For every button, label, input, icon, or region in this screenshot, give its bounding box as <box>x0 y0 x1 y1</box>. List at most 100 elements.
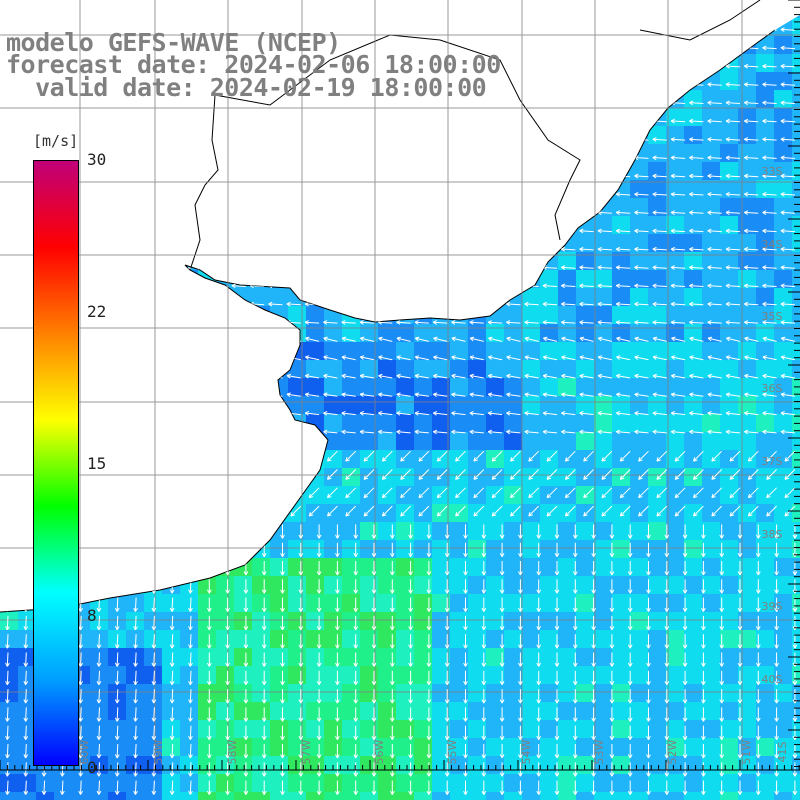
speed-cell <box>666 126 684 144</box>
speed-cell <box>702 90 720 108</box>
speed-cell <box>558 558 576 576</box>
speed-cell <box>486 684 504 702</box>
wind-arrow <box>689 102 704 104</box>
speed-cell <box>684 630 702 648</box>
speed-cell <box>396 414 414 432</box>
speed-cell <box>594 558 612 576</box>
speed-cell <box>576 630 594 648</box>
speed-cell <box>216 702 234 720</box>
speed-cell <box>666 234 684 252</box>
wind-arrow <box>305 356 320 361</box>
wind-arrow-head <box>652 301 657 305</box>
wind-arrow-head <box>524 356 529 360</box>
speed-cell <box>558 774 576 792</box>
wind-arrow <box>762 356 777 361</box>
speed-cell <box>774 792 792 800</box>
wind-arrow-head <box>762 193 767 197</box>
speed-cell <box>486 558 504 576</box>
wind-arrow-head <box>616 373 621 377</box>
speed-cell <box>126 738 144 756</box>
speed-cell <box>324 486 342 504</box>
speed-cell <box>720 702 738 720</box>
speed-cell <box>612 288 630 306</box>
wind-arrow-head <box>615 303 620 307</box>
wind-arrow-head <box>286 303 291 307</box>
speed-cell <box>666 630 684 648</box>
wind-arrow <box>780 47 795 50</box>
speed-cell <box>288 558 306 576</box>
speed-cell <box>342 738 360 756</box>
speed-cell <box>378 342 396 360</box>
wind-arrow-head <box>524 336 530 339</box>
speed-cell <box>792 738 800 756</box>
speed-cell <box>504 414 522 432</box>
wind-arrow <box>634 321 649 324</box>
wind-arrow-head <box>725 82 730 85</box>
wind-arrow-head <box>487 320 492 323</box>
wind-arrow-head <box>579 392 584 395</box>
wind-arrow-head <box>652 191 657 195</box>
wind-arrow-head <box>616 356 620 360</box>
speed-cell <box>504 576 522 594</box>
speed-cell <box>414 432 432 450</box>
wind-arrow-head <box>433 320 438 323</box>
wind-arrow-head <box>670 266 675 270</box>
wind-arrow-head <box>634 230 639 234</box>
speed-cell <box>450 396 468 414</box>
wind-arrow-head <box>378 355 383 358</box>
wind-arrow-head <box>378 336 383 339</box>
speed-cell <box>738 792 756 800</box>
speed-cell <box>450 342 468 360</box>
speed-cell <box>612 630 630 648</box>
wind-arrow-head <box>780 246 785 250</box>
speed-cell <box>486 738 504 756</box>
wind-arrow <box>616 321 631 324</box>
speed-cell <box>270 288 288 306</box>
wind-arrow-head <box>451 375 456 379</box>
wind-arrow <box>433 337 448 342</box>
speed-cell <box>0 666 18 684</box>
wind-arrow-head <box>762 336 767 339</box>
wind-arrow <box>744 211 759 214</box>
speed-cell <box>180 738 198 756</box>
speed-cell <box>576 522 594 540</box>
wind-arrow <box>597 321 612 324</box>
speed-cell <box>738 414 756 432</box>
speed-cell <box>270 756 288 774</box>
speed-cell <box>468 522 486 540</box>
speed-cell <box>684 774 702 792</box>
speed-cell <box>216 612 234 630</box>
speed-cell <box>792 54 800 72</box>
speed-cell <box>594 702 612 720</box>
speed-cell <box>774 504 792 522</box>
speed-cell <box>342 324 360 342</box>
speed-cell <box>756 702 774 720</box>
speed-cell <box>522 504 540 522</box>
wind-arrow-head <box>341 373 346 377</box>
speed-cell <box>702 216 720 234</box>
wind-arrow <box>286 393 301 397</box>
wind-arrow-head <box>542 393 547 398</box>
wind-arrow-head <box>780 138 785 142</box>
speed-cell <box>774 612 792 630</box>
speed-cell <box>522 396 540 414</box>
speed-cell <box>468 432 486 450</box>
speed-cell <box>306 576 324 594</box>
speed-cell <box>360 774 378 792</box>
wind-arrow <box>543 337 558 342</box>
speed-cell <box>486 378 504 396</box>
speed-cell <box>144 738 162 756</box>
wind-arrow-head <box>616 301 621 305</box>
wind-arrow-head <box>597 393 602 398</box>
wind-arrow-head <box>670 137 675 140</box>
wind-arrow-head <box>689 137 694 140</box>
speed-cell <box>684 126 702 144</box>
speed-cell <box>756 774 774 792</box>
wind-arrow <box>360 393 375 397</box>
wind-arrow <box>689 266 704 269</box>
speed-cell <box>216 666 234 684</box>
wind-arrow-head <box>652 246 657 250</box>
wind-arrow-head <box>689 285 694 289</box>
speed-cell <box>774 360 792 378</box>
wind-arrow-head <box>707 120 712 124</box>
